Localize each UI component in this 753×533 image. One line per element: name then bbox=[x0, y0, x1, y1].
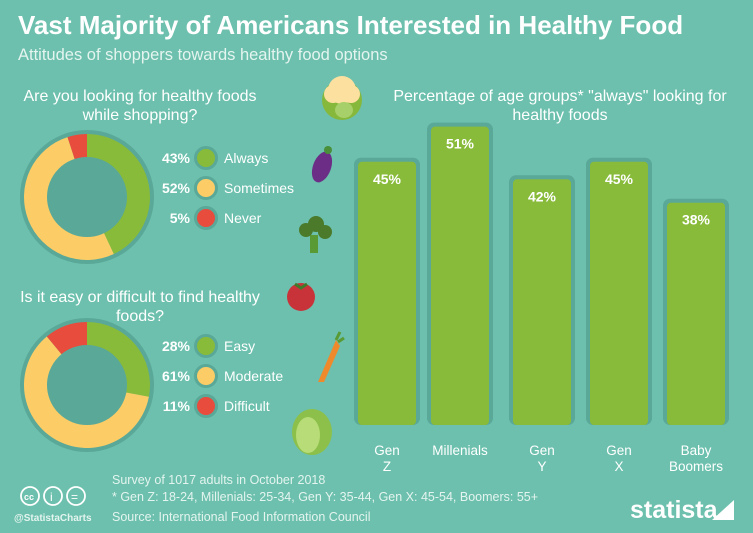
legend-label: Always bbox=[224, 150, 269, 166]
bar-title: Percentage of age groups* "always" looki… bbox=[393, 88, 727, 124]
pie1-title: Are you looking for healthy foods while … bbox=[23, 88, 257, 124]
legend-label: Difficult bbox=[224, 398, 270, 414]
donut-slice-sometimes bbox=[24, 137, 114, 260]
survey-note: Survey of 1017 adults in October 2018 bbox=[112, 473, 326, 487]
bar-millenials bbox=[431, 126, 489, 426]
bar-value-label: 45% bbox=[373, 171, 402, 187]
legend-label: Never bbox=[224, 210, 262, 226]
legend-swatch bbox=[194, 394, 218, 418]
bar-value-label: 38% bbox=[682, 212, 711, 228]
legend-item-easy: 28% Easy bbox=[150, 334, 256, 358]
legend-item-always: 43% Always bbox=[150, 146, 269, 170]
bar-gen-y bbox=[513, 179, 571, 425]
legend-swatch bbox=[194, 206, 218, 230]
legend-swatch bbox=[194, 176, 218, 200]
donut-slice-easy bbox=[87, 322, 150, 397]
legend-value: 61% bbox=[161, 368, 190, 384]
bar-category-label: Millenials bbox=[432, 443, 488, 458]
legend-swatch bbox=[194, 364, 218, 388]
bar-value-label: 45% bbox=[605, 171, 634, 187]
bar-category-label: Boomers bbox=[669, 459, 723, 474]
bar-gen-x bbox=[590, 161, 648, 425]
legend-swatch bbox=[194, 146, 218, 170]
donut-slice-moderate bbox=[24, 336, 149, 449]
legend-value: 11% bbox=[162, 398, 190, 414]
legend-item-never: 5% Never bbox=[150, 206, 262, 230]
donut-inner-ring bbox=[47, 345, 127, 425]
bar-baby-boomers bbox=[667, 202, 725, 425]
bar-value-label: 42% bbox=[528, 188, 557, 204]
legend-label: Moderate bbox=[224, 368, 284, 384]
legend-label: Sometimes bbox=[224, 180, 295, 196]
statista-logo: statista bbox=[630, 496, 718, 524]
bar-category-label: Y bbox=[537, 459, 546, 474]
legend-value: 28% bbox=[161, 338, 190, 354]
donut-inner-ring bbox=[47, 157, 127, 237]
legend-label: Easy bbox=[224, 338, 256, 354]
age-note: * Gen Z: 18-24, Millenials: 25-34, Gen Y… bbox=[112, 490, 539, 504]
bar-value-label: 51% bbox=[446, 136, 475, 152]
bar-gen-z bbox=[358, 161, 416, 425]
subtitle: Attitudes of shoppers towards healthy fo… bbox=[18, 46, 388, 64]
legend-item-sometimes: 52% Sometimes bbox=[150, 176, 295, 200]
donut-slice-never bbox=[67, 134, 87, 161]
source: Source: International Food Information C… bbox=[112, 510, 371, 524]
legend-value: 43% bbox=[161, 150, 190, 166]
bar-category-label: Gen bbox=[529, 443, 555, 458]
legend-value: 52% bbox=[161, 180, 190, 196]
title: Vast Majority of Americans Interested in… bbox=[18, 10, 684, 40]
bar-category-label: Baby bbox=[681, 443, 712, 458]
statista-handle[interactable]: @StatistaCharts bbox=[14, 513, 92, 524]
pie2-title: Is it easy or difficult to find healthy … bbox=[20, 289, 260, 325]
legend-swatch bbox=[194, 334, 218, 358]
legend-item-difficult: 11% Difficult bbox=[150, 394, 270, 418]
bar-category-label: Z bbox=[383, 459, 391, 474]
legend-value: 5% bbox=[169, 210, 190, 226]
donut-slice-always bbox=[87, 134, 150, 255]
legend-item-moderate: 61% Moderate bbox=[150, 364, 284, 388]
bar-category-label: Gen bbox=[374, 443, 400, 458]
bar-category-label: Gen bbox=[606, 443, 632, 458]
bar-category-label: X bbox=[614, 459, 623, 474]
